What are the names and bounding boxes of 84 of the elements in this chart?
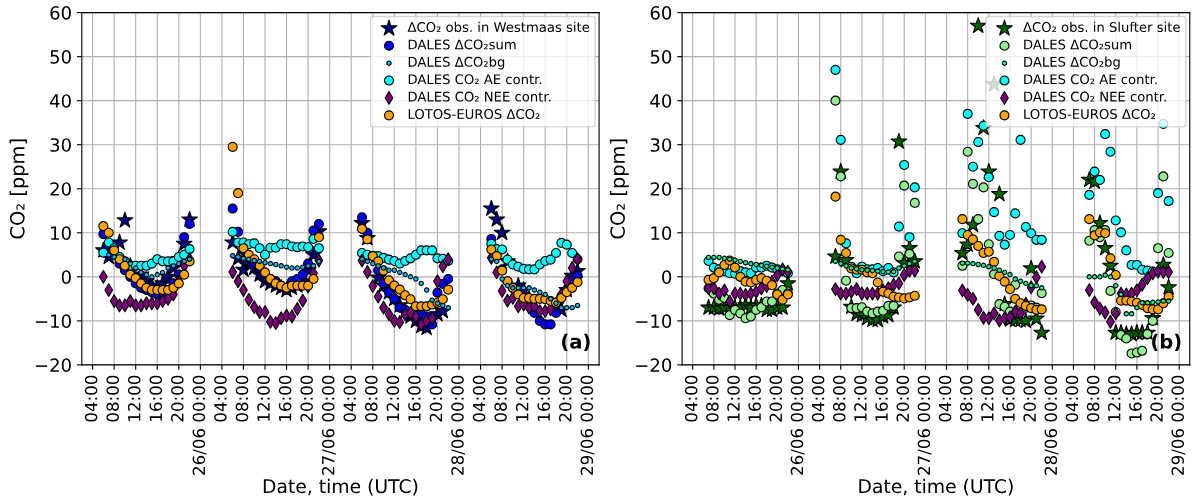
x-tick-label: 16:00 [875, 375, 888, 421]
x-tick-label: 04:00 [1065, 375, 1079, 422]
x-tick-label: 16:00 [278, 375, 292, 421]
x-tick-label: 08:00 [106, 375, 119, 422]
x-tick-label: 12:00 [257, 375, 270, 421]
x-tick-label: 04:00 [214, 375, 227, 422]
y-tick-label: 60 [50, 6, 71, 20]
y-tick-label: −10 [35, 314, 71, 328]
x-tick-label: 08:00 [959, 375, 973, 422]
x-axis-title: Date, time (UTC) [859, 478, 1013, 496]
x-tick-label: 20:00 [1150, 375, 1163, 422]
y-tick-label: −20 [636, 358, 672, 373]
legend-label: ΔCO₂ obs. in Slufter site [1023, 21, 1180, 33]
y-axis-title: CO₂ [ppm] [9, 139, 29, 239]
x-tick-label: 26/06 00:00 [192, 375, 207, 475]
x-tick-label: 27/06 00:00 [917, 375, 932, 475]
y-tick-label: 30 [650, 138, 672, 152]
x-tick-label: 16:00 [149, 375, 163, 421]
legend-label: DALES CO₂ AE contr. [408, 74, 542, 85]
x-tick-label: 16:00 [1002, 375, 1015, 421]
x-tick-label: 29/06 00:00 [1171, 375, 1186, 475]
legend-label: DALES CO₂ NEE contr. [1024, 91, 1166, 102]
x-tick-label: 16:00 [537, 375, 551, 421]
x-tick-label: 12:00 [1107, 375, 1121, 421]
annotation: (b) [1152, 333, 1181, 352]
x-tick-label: 04:00 [343, 375, 357, 422]
x-tick-label: 28/06 00:00 [451, 375, 466, 475]
x-tick-label: 16:00 [408, 375, 421, 421]
x-tick-label: 08:00 [235, 375, 249, 422]
legend-label: DALES ΔCO₂bg [1024, 56, 1120, 70]
y-tick-label: 50 [50, 50, 71, 64]
x-tick-label: 08:00 [494, 375, 507, 422]
y-tick-label: 10 [651, 226, 672, 240]
x-tick-label: 04:00 [684, 375, 698, 422]
legend-label: ΔCO₂ obs. in Westmaas site [407, 21, 590, 33]
x-tick-label: 08:00 [706, 375, 719, 422]
y-tick-label: −20 [35, 358, 71, 373]
x-tick-label: 20:00 [558, 375, 572, 422]
y-tick-label: 0 [662, 270, 672, 284]
x-axis-title: Date, time (UTC) [263, 478, 418, 496]
x-tick-label: 04:00 [472, 375, 486, 422]
x-tick-label: 12:00 [515, 375, 529, 421]
x-tick-label: 08:00 [1086, 375, 1100, 422]
y-tick-label: 40 [650, 94, 672, 108]
x-tick-label: 27/06 00:00 [321, 375, 336, 475]
y-tick-label: 10 [51, 226, 71, 240]
y-tick-label: 40 [49, 94, 71, 108]
x-tick-label: 20:00 [769, 375, 783, 422]
x-tick-label: 08:00 [365, 375, 378, 422]
x-tick-label: 26/06 00:00 [790, 375, 805, 475]
x-tick-label: 16:00 [1129, 375, 1142, 421]
legend-label: DALES CO₂ AE contr. [1024, 74, 1157, 85]
legend-label: DALES CO₂ NEE contr. [408, 91, 551, 102]
y-tick-label: −10 [636, 314, 672, 328]
y-tick-label: 30 [50, 138, 71, 152]
x-tick-label: 12:00 [854, 375, 867, 421]
y-tick-label: 0 [61, 270, 71, 284]
x-tick-label: 20:00 [171, 375, 184, 422]
legend-label: LOTOS-EUROS ΔCO₂ [408, 109, 540, 119]
y-axis-title: CO₂ [ppm] [609, 139, 629, 239]
annotation: (a) [562, 333, 590, 352]
x-tick-label: 20:00 [300, 375, 313, 422]
x-tick-label: 12:00 [386, 375, 400, 421]
y-tick-label: 20 [50, 182, 71, 196]
legend-label: DALES ΔCO₂sum [408, 39, 516, 50]
y-tick-label: 20 [650, 182, 672, 196]
x-tick-label: 04:00 [811, 375, 825, 422]
x-tick-label: 12:00 [127, 375, 141, 421]
legend-label: DALES ΔCO₂bg [408, 56, 505, 70]
x-tick-label: 20:00 [429, 375, 443, 422]
legend-label: DALES ΔCO₂sum [1024, 39, 1132, 50]
x-tick-label: 20:00 [1023, 375, 1036, 422]
y-tick-label: 50 [650, 50, 672, 64]
x-tick-label: 04:00 [84, 375, 98, 422]
x-tick-label: 20:00 [896, 375, 910, 422]
x-tick-label: 28/06 00:00 [1044, 375, 1059, 475]
x-tick-label: 12:00 [727, 375, 740, 421]
x-tick-label: 29/06 00:00 [580, 375, 595, 475]
x-tick-label: 16:00 [748, 375, 761, 421]
x-tick-label: 08:00 [832, 375, 846, 422]
legend-label: LOTOS-EUROS ΔCO₂ [1024, 109, 1155, 119]
x-tick-label: 04:00 [938, 375, 952, 422]
y-tick-label: 60 [650, 6, 672, 20]
x-tick-label: 12:00 [981, 375, 994, 421]
